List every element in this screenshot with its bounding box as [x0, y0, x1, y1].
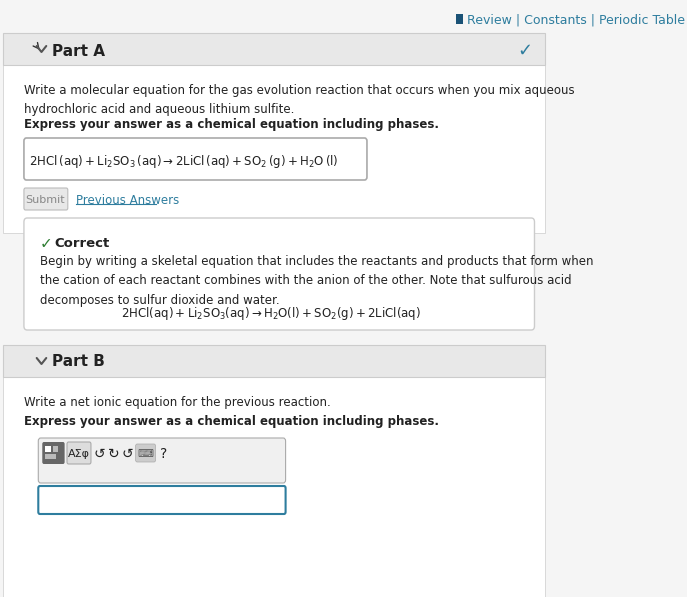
- FancyBboxPatch shape: [53, 446, 58, 452]
- FancyBboxPatch shape: [67, 442, 91, 464]
- FancyBboxPatch shape: [0, 0, 548, 597]
- FancyBboxPatch shape: [45, 454, 56, 459]
- Text: ?: ?: [160, 447, 167, 461]
- FancyBboxPatch shape: [455, 14, 464, 24]
- Text: Submit: Submit: [25, 195, 65, 205]
- Text: ✓: ✓: [40, 236, 53, 251]
- Text: ✓: ✓: [517, 42, 532, 60]
- FancyBboxPatch shape: [45, 446, 51, 452]
- Text: Review | Constants | Periodic Table: Review | Constants | Periodic Table: [466, 14, 685, 26]
- Text: Previous Answers: Previous Answers: [76, 193, 179, 207]
- FancyBboxPatch shape: [24, 138, 367, 180]
- FancyBboxPatch shape: [43, 442, 65, 464]
- FancyBboxPatch shape: [24, 218, 534, 330]
- FancyBboxPatch shape: [3, 345, 545, 377]
- Text: Begin by writing a skeletal equation that includes the reactants and products th: Begin by writing a skeletal equation tha…: [40, 255, 594, 307]
- Text: ↺: ↺: [93, 447, 104, 461]
- FancyBboxPatch shape: [38, 438, 286, 483]
- Text: ΑΣφ: ΑΣφ: [68, 449, 90, 459]
- Text: ↻: ↻: [107, 447, 119, 461]
- Text: Correct: Correct: [54, 237, 109, 250]
- FancyBboxPatch shape: [3, 33, 545, 65]
- Text: $\mathrm{2HCl(aq) + Li_2SO_3(aq) \rightarrow H_2O(l) + SO_2(g) + 2LiCl(aq)}$: $\mathrm{2HCl(aq) + Li_2SO_3(aq) \righta…: [122, 304, 421, 322]
- FancyBboxPatch shape: [135, 444, 155, 462]
- FancyBboxPatch shape: [3, 377, 545, 597]
- Text: Part A: Part A: [52, 44, 105, 59]
- Text: ⌨: ⌨: [137, 449, 153, 459]
- Text: Write a net ionic equation for the previous reaction.: Write a net ionic equation for the previ…: [24, 396, 330, 409]
- Text: ↺: ↺: [122, 447, 133, 461]
- Text: $\mathrm{2HCl\,(aq) + Li_2SO_3\,(aq) \rightarrow 2LiCl\,(aq) + SO_2\,(g) + H_2O\: $\mathrm{2HCl\,(aq) + Li_2SO_3\,(aq) \ri…: [29, 152, 338, 170]
- FancyBboxPatch shape: [3, 65, 545, 233]
- Text: Part B: Part B: [52, 355, 104, 370]
- Text: Write a molecular equation for the gas evolution reaction that occurs when you m: Write a molecular equation for the gas e…: [24, 84, 574, 116]
- FancyBboxPatch shape: [24, 188, 68, 210]
- FancyBboxPatch shape: [38, 486, 286, 514]
- Text: Express your answer as a chemical equation including phases.: Express your answer as a chemical equati…: [24, 415, 439, 428]
- Text: Express your answer as a chemical equation including phases.: Express your answer as a chemical equati…: [24, 118, 439, 131]
